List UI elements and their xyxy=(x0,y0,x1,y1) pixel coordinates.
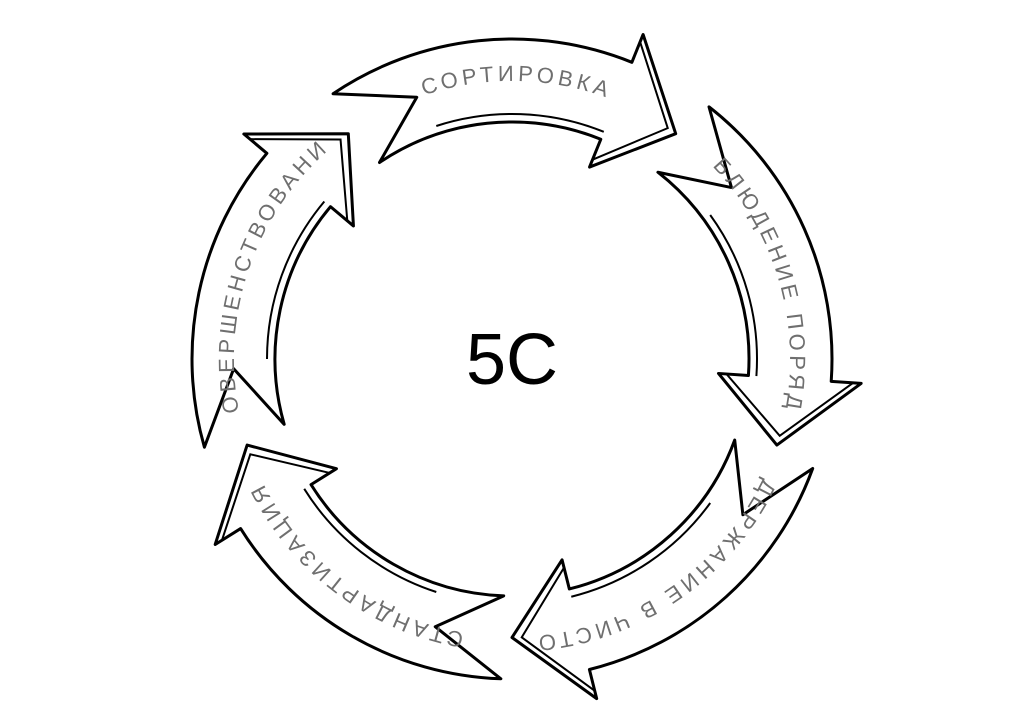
cycle-segment: СОВЕРШЕНСТВОВАНИЕ xyxy=(0,0,353,447)
segment-label: СОВЕРШЕНСТВОВАНИЕ xyxy=(0,0,334,415)
cycle-segment: СТАНДАРТИЗАЦИЯ xyxy=(215,445,504,679)
segment-arrow xyxy=(512,440,813,699)
cycle-diagram: СОРТИРОВКАСОБЛЮДЕНИЕ ПОРЯДКАСОДЕРЖАНИЕ В… xyxy=(0,0,1024,719)
segment-arrow xyxy=(192,134,353,448)
cycle-segment: СОРТИРОВКА xyxy=(333,34,676,167)
segment-arrow xyxy=(658,107,861,445)
center-label: 5С xyxy=(466,319,558,401)
